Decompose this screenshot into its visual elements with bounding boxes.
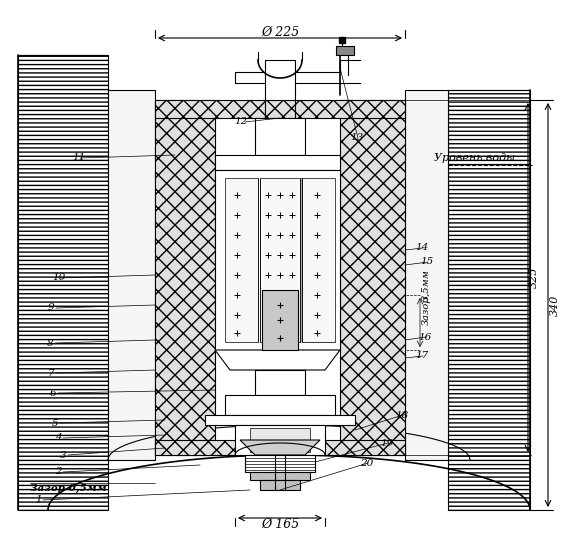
Text: 7: 7: [48, 369, 54, 377]
Text: 20: 20: [360, 458, 373, 467]
Text: 2: 2: [55, 467, 61, 477]
Polygon shape: [155, 440, 405, 455]
Text: 1: 1: [35, 496, 42, 504]
Polygon shape: [302, 178, 335, 342]
Polygon shape: [260, 480, 300, 490]
Polygon shape: [340, 100, 405, 455]
Text: 17: 17: [415, 351, 428, 361]
Text: 12: 12: [234, 118, 248, 127]
Polygon shape: [255, 370, 305, 395]
Text: 18: 18: [395, 411, 408, 420]
Text: 4: 4: [55, 433, 61, 442]
Polygon shape: [108, 90, 155, 460]
Polygon shape: [250, 428, 310, 452]
Polygon shape: [245, 455, 315, 472]
Text: 15: 15: [420, 258, 433, 266]
Polygon shape: [336, 46, 354, 55]
Polygon shape: [250, 472, 310, 480]
Polygon shape: [225, 178, 258, 342]
Text: 340: 340: [550, 294, 560, 316]
Polygon shape: [215, 155, 340, 170]
Text: Зазор 0,5мм: Зазор 0,5мм: [30, 483, 107, 492]
Polygon shape: [448, 90, 530, 510]
Polygon shape: [240, 440, 320, 455]
Text: 8: 8: [47, 339, 54, 347]
Text: Зазор: Зазор: [422, 295, 431, 325]
Text: 13: 13: [350, 134, 363, 143]
Polygon shape: [155, 100, 215, 455]
Text: 11: 11: [72, 154, 85, 163]
Polygon shape: [235, 425, 325, 455]
Text: 6: 6: [50, 388, 57, 397]
Polygon shape: [260, 178, 300, 342]
Polygon shape: [225, 395, 335, 415]
Polygon shape: [215, 350, 340, 370]
Polygon shape: [262, 290, 298, 350]
Text: 3,5мм: 3,5мм: [422, 269, 431, 301]
Text: Ø 225: Ø 225: [261, 26, 299, 38]
Text: 9: 9: [48, 304, 54, 312]
Polygon shape: [155, 100, 405, 118]
Polygon shape: [18, 55, 108, 510]
Polygon shape: [205, 415, 355, 425]
Text: 19: 19: [380, 438, 393, 447]
Polygon shape: [215, 170, 340, 350]
Polygon shape: [405, 90, 448, 460]
Text: 5: 5: [52, 418, 58, 427]
Text: 3: 3: [60, 451, 67, 460]
Text: 10: 10: [52, 274, 65, 282]
Text: Ø 165: Ø 165: [261, 517, 299, 531]
Polygon shape: [302, 178, 335, 342]
Text: 14: 14: [415, 244, 428, 253]
Text: 325: 325: [529, 267, 539, 288]
Text: Уровень воды: Уровень воды: [434, 153, 515, 163]
Polygon shape: [255, 118, 305, 155]
Text: 16: 16: [418, 332, 431, 341]
